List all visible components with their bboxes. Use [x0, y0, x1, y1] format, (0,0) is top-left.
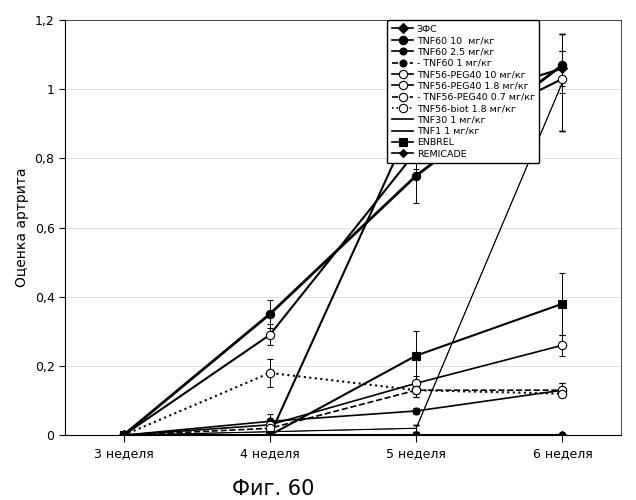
Legend: ЗФС, TNF60 10  мг/кг, TNF60 2.5 мг/кг, - TNF60 1 мг/кг, TNF56-PEG40 10 мг/кг, TN: ЗФС, TNF60 10 мг/кг, TNF60 2.5 мг/кг, - … [387, 20, 539, 164]
Text: Фиг. 60: Фиг. 60 [232, 479, 315, 499]
Y-axis label: Оценка артрита: Оценка артрита [15, 168, 29, 288]
